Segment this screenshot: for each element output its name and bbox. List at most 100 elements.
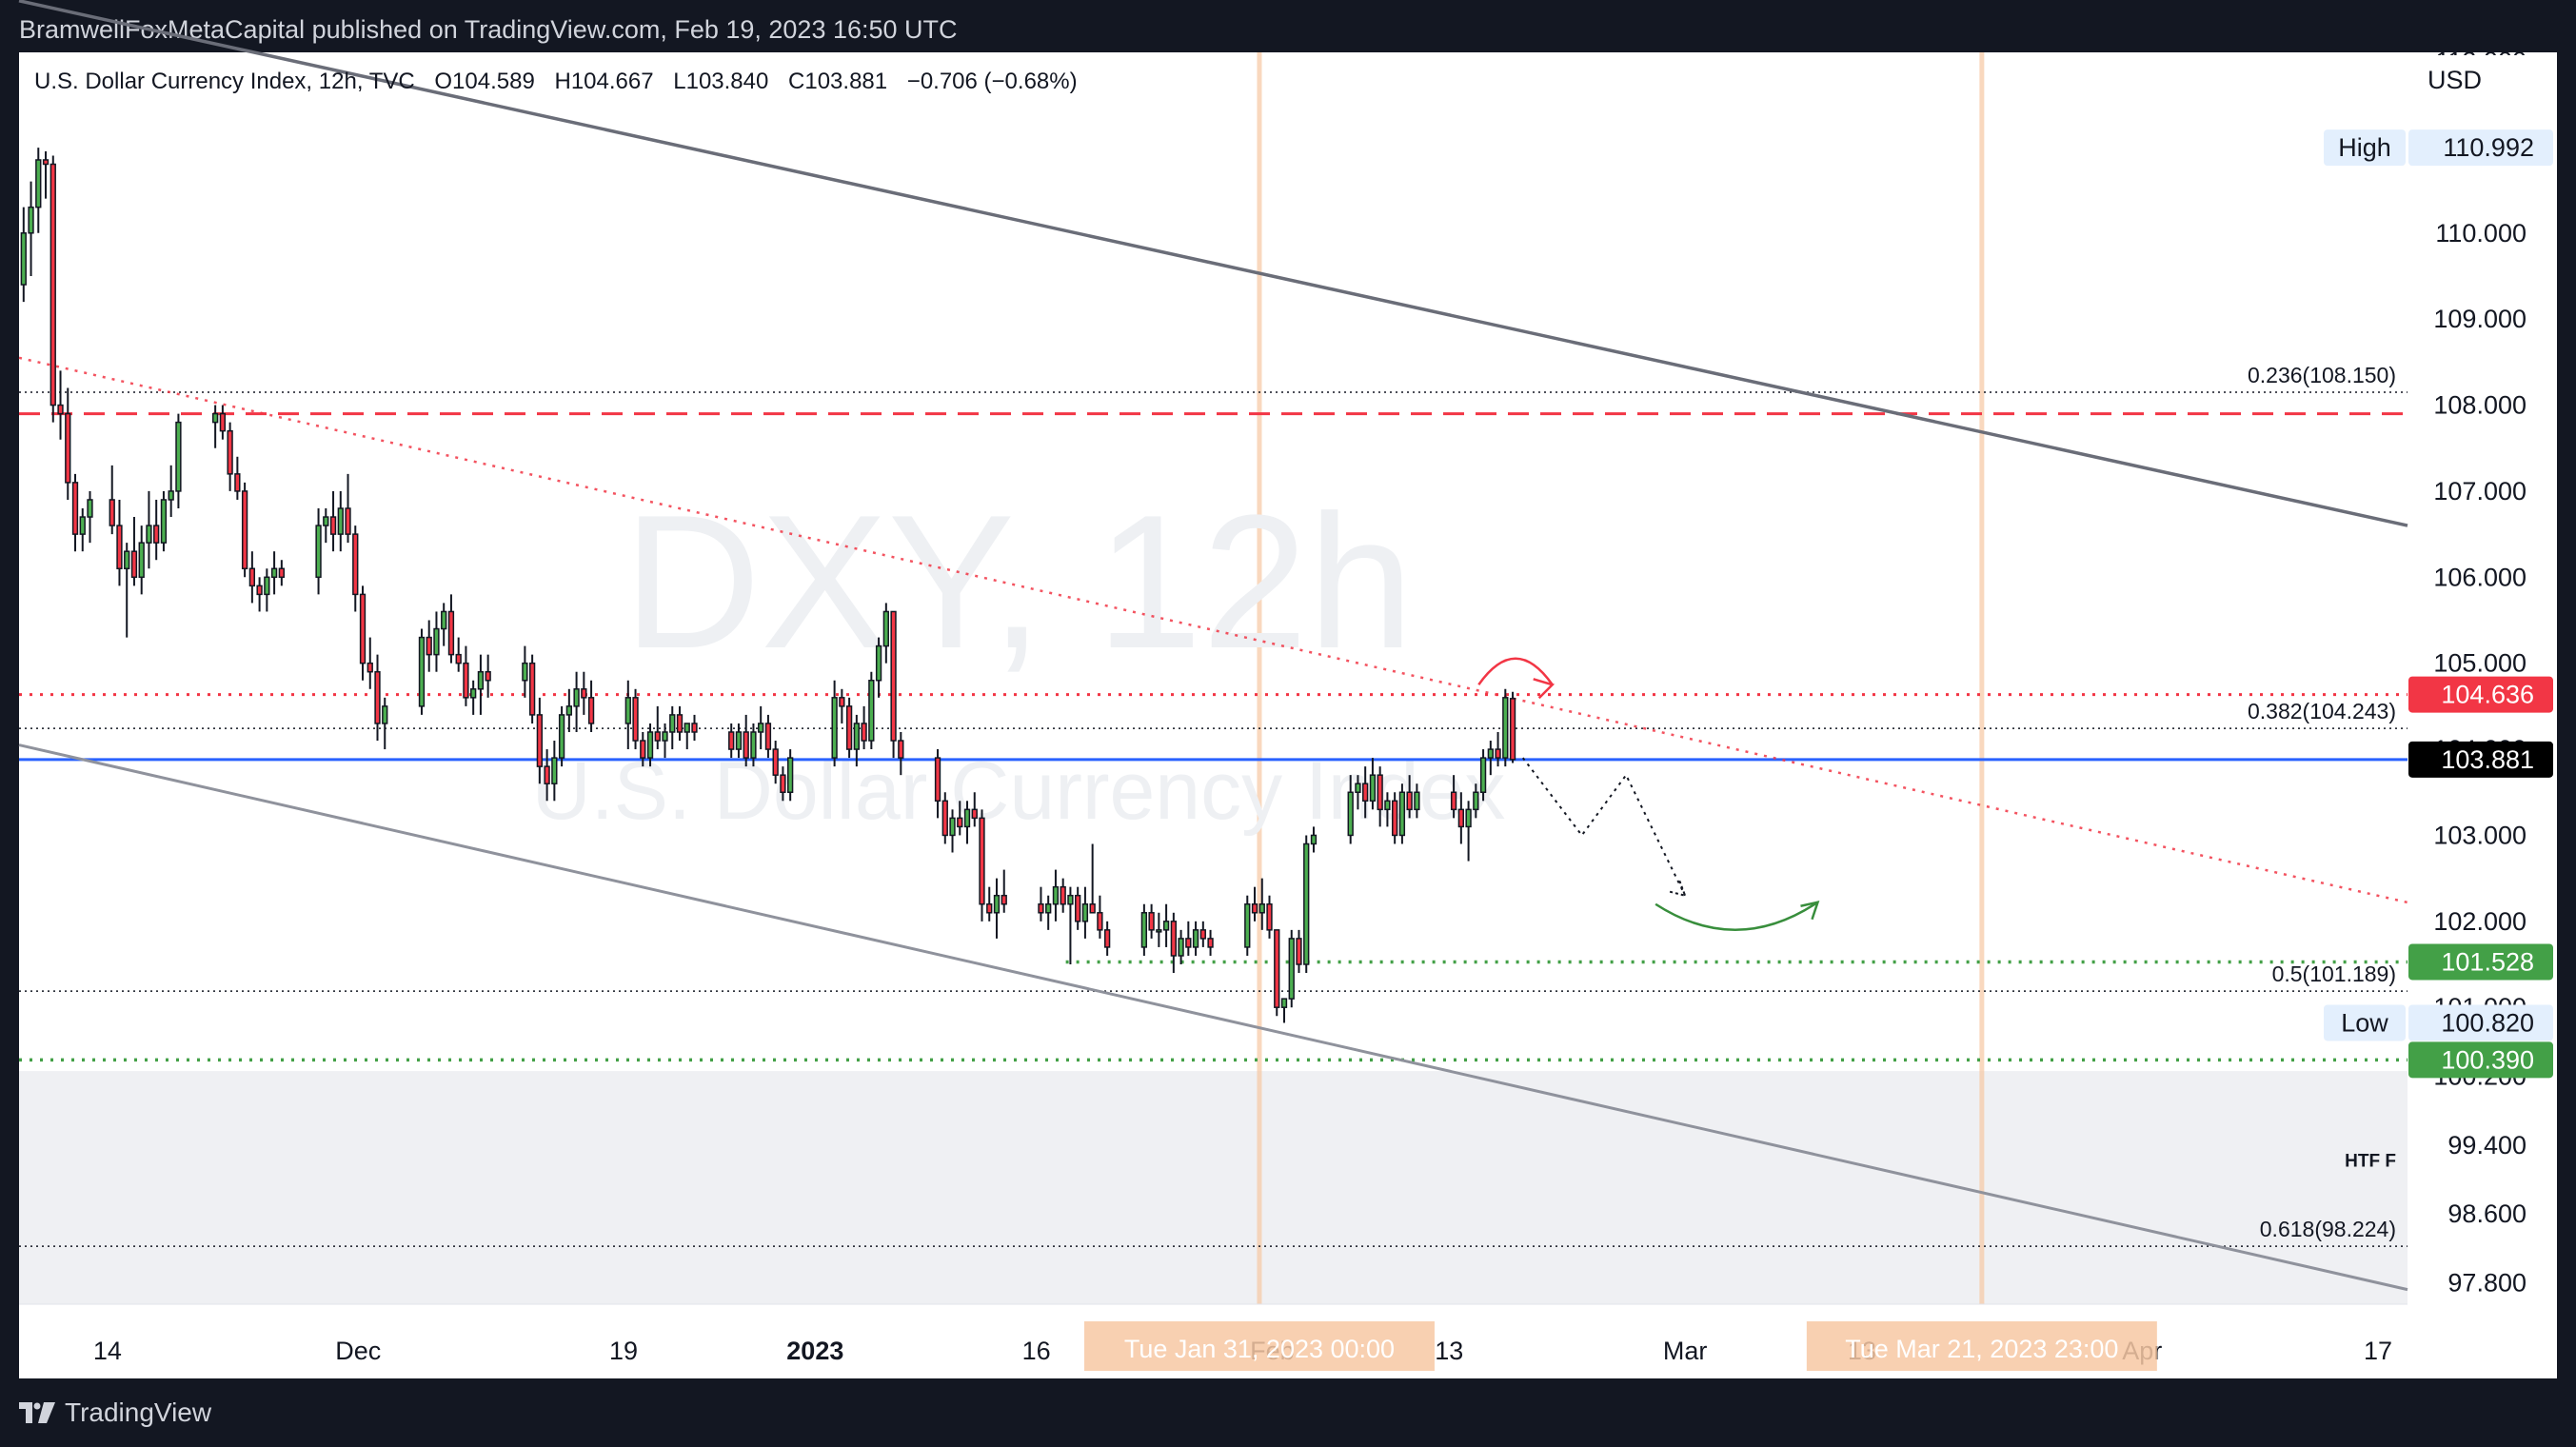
candle	[1450, 775, 1457, 819]
price-scale[interactable]	[2408, 52, 2557, 1378]
candle	[669, 705, 676, 750]
footer-bar	[0, 1378, 2576, 1447]
candle	[1479, 749, 1487, 802]
candle	[1355, 775, 1361, 810]
fib-level-label: 0.236(108.150)	[2248, 363, 2396, 387]
tradingview-logo-icon	[19, 1402, 55, 1423]
fib-level-label: 0.382(104.243)	[2248, 699, 2396, 724]
resistance-price-badge: 104.636	[2408, 676, 2553, 713]
candle	[447, 594, 455, 664]
candle	[138, 525, 145, 595]
svg-text:Tue Jan 31, 2023 00:00: Tue Jan 31, 2023 00:00	[1124, 1335, 1395, 1363]
candle	[986, 886, 993, 922]
candle	[1207, 929, 1214, 956]
candle	[1170, 912, 1177, 974]
candle	[646, 723, 654, 767]
y-tick-label: 99.400	[2447, 1131, 2526, 1160]
session-date-badge: Tue Jan 31, 2023 00:00	[1083, 1321, 1435, 1371]
candle	[1288, 929, 1295, 1008]
candle	[1457, 792, 1464, 844]
candle	[831, 680, 838, 767]
watermark-ticker: DXY, 12h	[624, 476, 1414, 688]
svg-text:High: High	[2338, 133, 2391, 162]
candle	[71, 473, 79, 552]
rejection-arrow	[1477, 657, 1554, 685]
candle	[345, 473, 351, 544]
candle	[1487, 741, 1494, 776]
y-tick-label: 103.000	[2433, 821, 2526, 849]
candle	[352, 525, 359, 612]
candle	[735, 723, 743, 759]
low-price-badge: 100.820	[2408, 1004, 2553, 1041]
candles	[20, 148, 1516, 1023]
candle	[1398, 783, 1406, 844]
candle	[522, 645, 528, 698]
channel-upper-line	[18, 0, 2408, 527]
candle	[1369, 758, 1377, 810]
candle	[640, 731, 646, 767]
candle	[558, 705, 565, 767]
candle	[278, 560, 285, 586]
candle	[861, 705, 867, 750]
fib-level-label: 0.5(101.189)	[2272, 961, 2396, 986]
candle	[875, 637, 882, 698]
svg-text:U.S. Dollar Currency Index, 12: U.S. Dollar Currency Index, 12h, TVC O10…	[34, 69, 1078, 94]
candle	[1045, 895, 1052, 930]
candle	[536, 697, 544, 784]
candle	[359, 585, 367, 681]
candle	[845, 697, 853, 759]
candle	[463, 645, 469, 706]
candle	[528, 654, 536, 724]
candle	[1303, 835, 1310, 974]
x-tick-label: 13	[1435, 1337, 1463, 1365]
candle	[42, 150, 50, 199]
candle	[426, 620, 432, 672]
session-markers	[1257, 52, 1985, 1304]
y-tick-label: 106.000	[2433, 563, 2526, 591]
candle	[581, 671, 587, 715]
candle	[624, 680, 631, 750]
candle	[1310, 826, 1318, 853]
candle	[565, 688, 572, 732]
candle	[256, 577, 263, 612]
candle	[587, 680, 595, 732]
candle	[934, 749, 941, 819]
legend-symbol: U.S. Dollar Currency Index, 12h, TVC	[34, 69, 415, 94]
y-tick-label: 107.000	[2433, 477, 2526, 505]
candle	[728, 723, 735, 759]
candle	[1103, 921, 1111, 956]
htf-zone-label: HTF F	[2345, 1151, 2396, 1171]
candle	[654, 705, 661, 750]
candle	[1258, 878, 1265, 930]
candle	[787, 749, 794, 802]
candle	[1502, 688, 1509, 767]
candle	[1178, 929, 1184, 965]
candle	[1192, 921, 1199, 956]
candle	[676, 705, 684, 742]
y-tick-label: 110.000	[2435, 219, 2526, 248]
candle	[65, 387, 71, 500]
session-marker-line	[1257, 52, 1262, 1304]
candle	[1081, 886, 1089, 939]
candle	[219, 405, 227, 440]
candle	[455, 637, 462, 672]
channel-lower-line	[18, 743, 2408, 1292]
candle	[1347, 775, 1354, 844]
candle	[130, 517, 138, 586]
candle	[772, 741, 779, 784]
publisher-info: BramwellFoxMetaCapital published on Trad…	[19, 15, 958, 44]
candle	[264, 568, 270, 612]
candle	[890, 610, 897, 759]
candle	[227, 422, 233, 491]
candle	[743, 714, 749, 767]
candle	[1377, 766, 1383, 827]
candle	[957, 801, 963, 836]
candle	[241, 482, 248, 578]
tradingview-logo[interactable]: TradingView	[19, 1397, 211, 1428]
candle	[1244, 895, 1251, 956]
candle	[1199, 921, 1206, 947]
candle	[35, 148, 42, 233]
candle	[632, 688, 639, 750]
candle	[367, 637, 373, 689]
